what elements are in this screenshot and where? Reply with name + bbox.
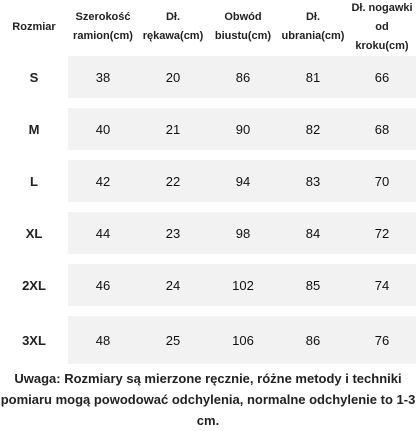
cell-shoulder-width: 46 [95,277,111,293]
cell-sleeve-length: 21 [165,121,181,137]
size-label-text: XL [25,225,43,241]
table-row-m: 40 21 90 82 68 [68,108,416,150]
size-label-text: S [29,69,39,85]
column-header-line2: biustu(cm) [214,30,272,42]
cell-shoulder-width: 40 [95,121,111,137]
column-header-line1: Dł. nogawki [351,1,413,14]
cell-garment-length: 85 [305,277,321,293]
cell-shoulder-width: 44 [95,225,111,241]
cell-garment-length: 84 [305,225,321,241]
column-header-shoulder-width: Szerokość ramion(cm) [68,0,138,54]
size-label-text: 2XL [22,277,46,293]
cell-sleeve-length: 20 [165,69,181,85]
measurement-note: Uwaga: Rozmiary są mierzone ręcznie, róż… [0,368,416,431]
column-header-garment-length: Dł. ubrania(cm) [278,0,348,54]
column-header-line2: ramion(cm) [73,30,133,42]
cell-sleeve-length: 23 [165,225,181,241]
size-label-xl: XL [0,212,68,254]
cell-sleeve-length: 24 [165,277,181,293]
cell-garment-length: 82 [305,121,321,137]
column-header-inseam: Dł. nogawki od kroku(cm) [348,0,416,54]
cell-inseam: 74 [374,277,390,293]
column-header-line2: ubrania(cm) [281,30,345,42]
table-row-s: 38 20 86 81 66 [68,56,416,98]
cell-sleeve-length: 25 [165,332,181,348]
size-label-text: 3XL [22,332,46,348]
column-header-line1: Obwód [224,11,262,23]
size-label-2xl: 2XL [0,264,68,306]
column-header-line1: Dł. [305,11,321,23]
cell-sleeve-length: 22 [165,173,181,189]
table-row-xl: 44 23 98 84 72 [68,212,416,254]
cell-inseam: 72 [374,225,390,241]
cell-garment-length: 83 [305,173,321,189]
cell-shoulder-width: 48 [95,332,111,348]
size-label-l: L [0,160,68,202]
size-table-header: Rozmiar Szerokość ramion(cm) Dł. rękawa(… [0,0,416,54]
cell-bust: 86 [235,69,251,85]
size-label-m: M [0,108,68,150]
cell-bust: 98 [235,225,251,241]
column-header-size: Rozmiar [0,0,68,54]
size-label-3xl: 3XL [0,316,68,364]
table-row-3xl: 48 25 106 86 76 [68,316,416,364]
cell-bust: 90 [235,121,251,137]
cell-garment-length: 86 [305,332,321,348]
column-header-sleeve-length: Dł. rękawa(cm) [138,0,208,54]
column-header-size-label: Rozmiar [12,20,56,33]
measurement-note-line1: Uwaga: Rozmiary są mierzone ręcznie, róż… [14,371,402,386]
cell-garment-length: 81 [305,69,321,85]
cell-bust: 106 [232,332,254,348]
size-label-s: S [0,56,68,98]
column-header-line2: rękawa(cm) [142,30,204,42]
table-row-l: 42 22 94 83 70 [68,160,416,202]
cell-shoulder-width: 42 [95,173,111,189]
size-label-text: M [28,121,40,137]
column-header-line1: Szerokość [75,11,131,23]
column-header-bust: Obwód biustu(cm) [208,0,278,54]
cell-inseam: 66 [374,69,390,85]
column-header-line1: Dł. [165,11,181,23]
size-label-text: L [30,173,38,189]
cell-shoulder-width: 38 [95,69,111,85]
cell-inseam: 68 [374,121,390,137]
cell-bust: 94 [235,173,251,189]
measurement-note-line2: pomiaru mogą powodować odchylenia, norma… [0,392,416,428]
cell-inseam: 70 [374,173,390,189]
cell-inseam: 76 [374,332,390,348]
column-header-line2: od kroku(cm) [355,20,409,52]
cell-bust: 102 [232,277,254,293]
table-row-2xl: 46 24 102 85 74 [68,264,416,306]
